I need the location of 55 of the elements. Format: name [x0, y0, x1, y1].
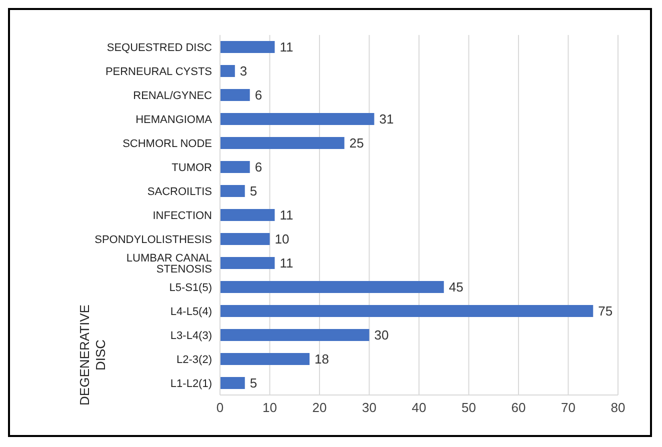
bar	[220, 281, 444, 293]
data-label: 75	[598, 304, 613, 319]
y-tick-label: PERNEURAL CYSTS	[105, 66, 212, 78]
data-label: 10	[274, 232, 290, 247]
data-label: 11	[280, 208, 294, 223]
data-label: 6	[254, 160, 262, 175]
data-label: 11	[280, 40, 294, 55]
x-tick-label: 20	[312, 400, 327, 416]
data-label: 6	[254, 88, 262, 103]
bar	[220, 89, 250, 101]
x-tick-label: 30	[362, 400, 376, 416]
bar	[220, 41, 275, 53]
bar	[220, 305, 594, 317]
y-tick-label: L4-L5(4)	[170, 306, 212, 318]
y-tick-label: LUMBAR CANAL STENOSIS	[126, 252, 212, 276]
x-tick-label: 10	[262, 400, 277, 416]
y-tick-label: L5-S1(5)	[169, 282, 212, 294]
data-label: 31	[379, 112, 394, 127]
y-tick-label: L3-L4(3)	[170, 330, 212, 342]
bar	[220, 209, 275, 221]
y-tick-label: L2-3(2)	[176, 354, 212, 366]
bar	[220, 377, 245, 389]
y-tick-label: HEMANGIOMA	[136, 114, 213, 126]
y-tick-label: SPONDYLOLISTHESIS	[94, 234, 212, 246]
data-label: 3	[240, 64, 248, 79]
data-label: 30	[374, 328, 389, 343]
data-label: 25	[349, 136, 364, 151]
bar	[220, 113, 374, 125]
y-tick-label: INFECTION	[152, 210, 212, 222]
bar	[220, 161, 250, 173]
data-label: 18	[314, 352, 330, 367]
y-tick-label: SACROILTIS	[147, 186, 212, 198]
x-tick-label: 70	[561, 400, 576, 416]
bar	[220, 65, 235, 77]
bar	[220, 185, 245, 197]
y-axis-title: DEGENERATIVE DISC	[77, 304, 109, 408]
x-tick-label: 50	[462, 400, 476, 416]
data-label: 11	[280, 256, 294, 271]
x-tick-label: 80	[610, 400, 626, 416]
y-tick-label: L1-L2(1)	[170, 378, 212, 390]
data-label: 45	[448, 280, 464, 295]
y-tick-label: TUMOR	[172, 162, 212, 174]
bar	[220, 137, 344, 149]
y-tick-label: SCHMORL NODE	[122, 138, 212, 150]
bar	[220, 329, 370, 341]
data-label: 5	[250, 184, 258, 199]
data-label: 5	[250, 376, 258, 391]
bar	[220, 233, 270, 245]
x-tick-label: 40	[412, 400, 426, 416]
x-tick-label: 0	[216, 400, 224, 416]
bar	[220, 257, 275, 269]
y-tick-label: RENAL/GYNEC	[133, 90, 212, 102]
bar	[220, 353, 310, 365]
y-tick-label: SEQUESTRED DISC	[106, 42, 212, 54]
x-tick-label: 60	[511, 400, 526, 416]
